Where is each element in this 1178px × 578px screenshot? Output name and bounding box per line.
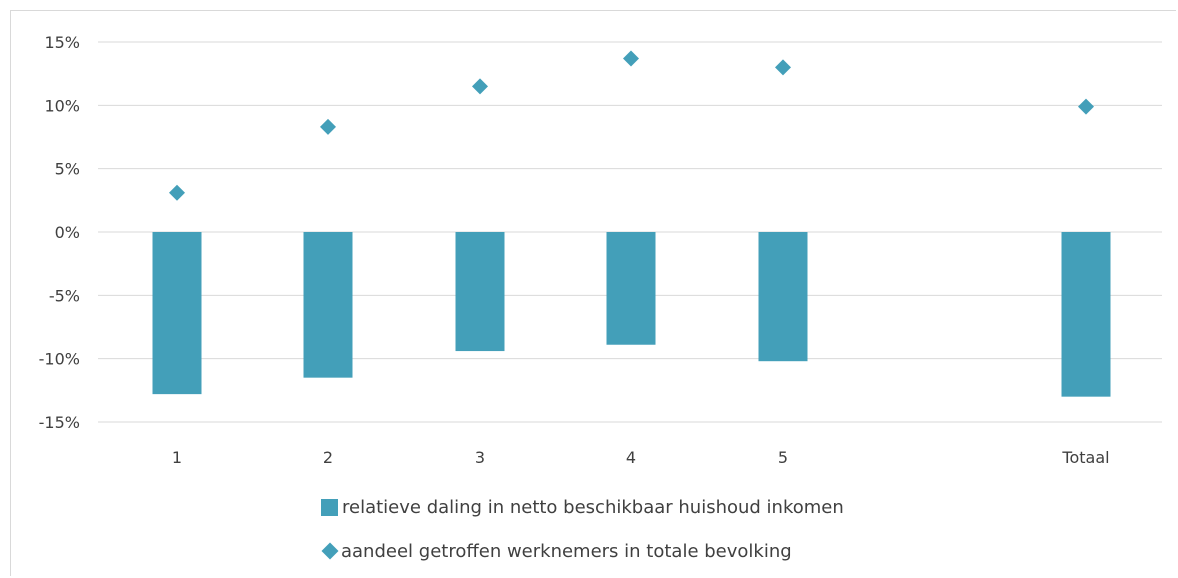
diamond-marker (169, 185, 185, 201)
bar-series (153, 232, 1111, 397)
y-tick-label: 15% (44, 33, 80, 52)
diamond-marker (775, 59, 791, 75)
y-tick-label: -10% (39, 350, 80, 369)
x-tick-label: 5 (778, 448, 788, 467)
bar (1062, 232, 1111, 397)
legend-item-diamond: aandeel getroffen werknemers in totale b… (321, 538, 792, 564)
x-tick-label: Totaal (1061, 448, 1109, 467)
bar (153, 232, 202, 394)
x-axis-category-labels: 1 2 3 4 5 Totaal (172, 448, 1110, 467)
bar (304, 232, 353, 378)
y-tick-label: 0% (55, 223, 80, 242)
legend-label-bar: relatieve daling in netto beschikbaar hu… (342, 497, 844, 518)
x-tick-label: 4 (626, 448, 636, 467)
bar (759, 232, 808, 361)
diamond-marker (320, 119, 336, 135)
x-tick-label: 2 (323, 448, 333, 467)
legend-swatch-diamond (322, 543, 339, 560)
diamond-marker (472, 78, 488, 94)
y-tick-label: -5% (49, 286, 80, 305)
legend-swatch-bar (321, 499, 338, 516)
diamond-series (169, 50, 1094, 200)
legend-item-bar: relatieve daling in netto beschikbaar hu… (321, 494, 844, 520)
x-tick-label: 1 (172, 448, 182, 467)
y-axis-tick-labels: 15% 10% 5% 0% -5% -10% -15% (39, 33, 80, 432)
bar (456, 232, 505, 351)
y-tick-label: 10% (44, 96, 80, 115)
diamond-marker (623, 50, 639, 66)
diamond-marker (1078, 99, 1094, 115)
x-tick-label: 3 (475, 448, 485, 467)
bar (607, 232, 656, 345)
y-tick-label: -15% (39, 413, 80, 432)
y-tick-label: 5% (55, 160, 80, 179)
legend-label-diamond: aandeel getroffen werknemers in totale b… (341, 541, 792, 562)
